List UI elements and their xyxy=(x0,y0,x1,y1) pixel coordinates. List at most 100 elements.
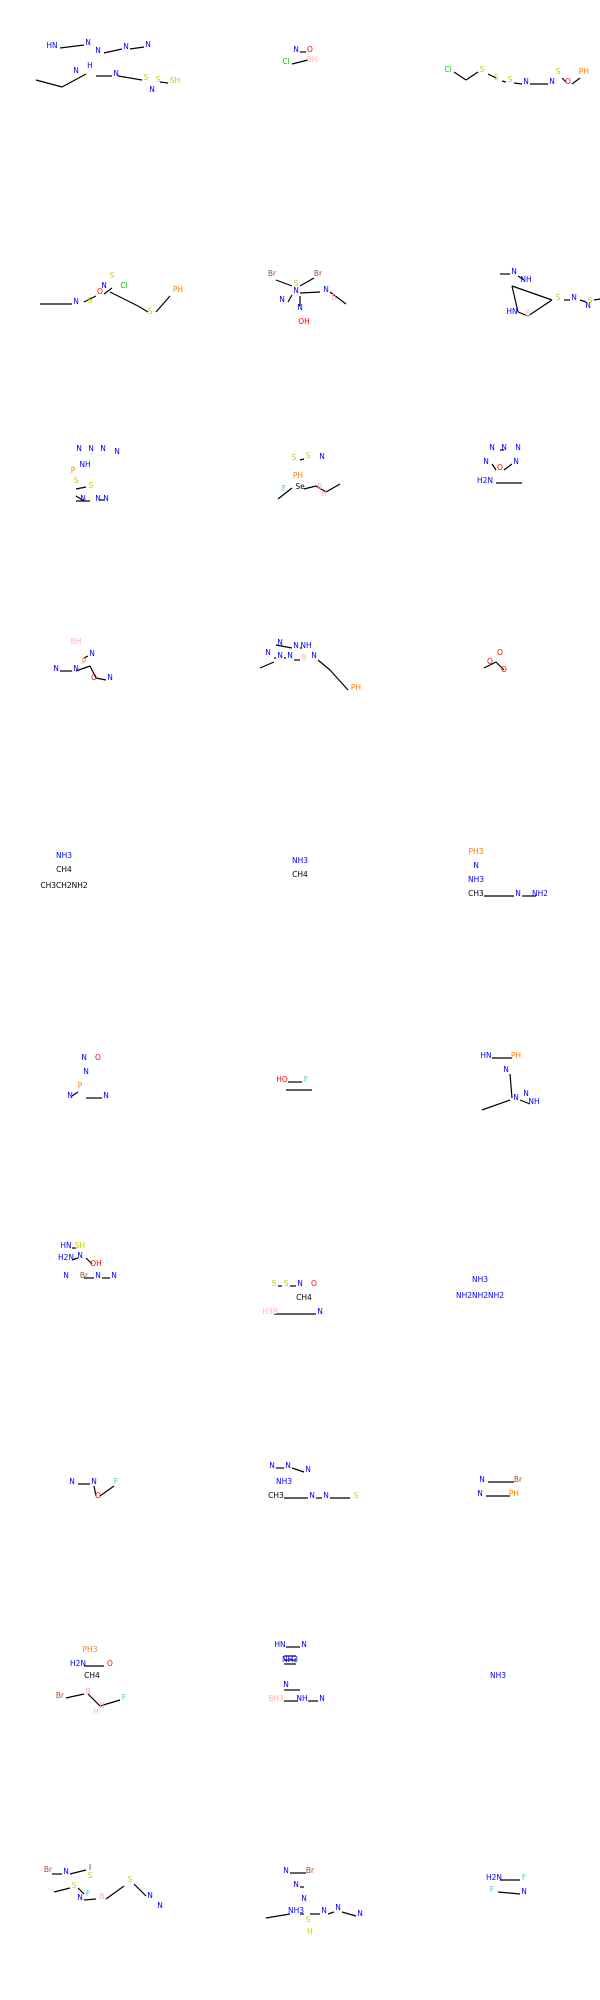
bond-line xyxy=(93,1485,97,1497)
atom-label: O xyxy=(97,287,103,296)
atom-label: F xyxy=(114,1477,118,1486)
molecule-27: NH3 xyxy=(400,1600,600,1800)
atom-label: N xyxy=(283,1680,289,1689)
atom-label: P xyxy=(71,466,76,475)
bond-line xyxy=(517,275,525,281)
atom-label: S xyxy=(110,271,115,280)
atom-label: OH xyxy=(90,1259,102,1268)
bond-line xyxy=(497,1891,521,1895)
atom-label: B xyxy=(525,309,530,318)
atom-label: S xyxy=(89,481,94,490)
atom-label: N xyxy=(511,267,517,276)
atom-label: N xyxy=(285,1461,291,1470)
bond-line xyxy=(593,298,600,301)
molecule-structure: PH3 H2N O CH4 B Br B F H xyxy=(56,1645,126,1716)
atom-label: N xyxy=(317,1307,323,1316)
atom-label: PH xyxy=(511,1051,521,1060)
atom-label: N xyxy=(107,673,113,682)
atom-label: N xyxy=(95,46,101,55)
atom-label: S xyxy=(272,1279,277,1288)
atom-label: S xyxy=(294,279,299,288)
bond-line xyxy=(61,73,87,88)
molecule-20: S S N O CH4 H3B N xyxy=(200,1200,400,1400)
atom-label: NH xyxy=(528,1097,539,1106)
atom-label: S xyxy=(156,75,161,84)
bond-line xyxy=(517,311,529,317)
atom-label: N xyxy=(103,1091,109,1100)
atom-label: N xyxy=(515,443,521,452)
atom-label: N xyxy=(571,293,577,302)
bond-line xyxy=(59,44,85,49)
atom-label: NH2 xyxy=(532,889,548,898)
bond-line xyxy=(133,1883,147,1897)
molecule-structure: N Br N PH xyxy=(477,1475,523,1498)
atom-label: BH3 xyxy=(268,1694,284,1703)
atom-label: H3B xyxy=(262,1307,278,1316)
atom-label: F xyxy=(122,1693,126,1702)
atom-label: N xyxy=(269,1461,275,1470)
molecule-structure: N N NHN N N B NPH xyxy=(259,638,361,692)
atom-label: NH3 xyxy=(282,1655,298,1664)
molecule-structure: H2N FF N xyxy=(486,1873,527,1896)
molecule-structure: N O Cl BH xyxy=(282,45,317,66)
atom-label: N xyxy=(113,69,119,78)
atom-label: N xyxy=(309,1491,315,1500)
atom-label: N xyxy=(149,85,155,94)
atom-label: N xyxy=(83,1067,89,1076)
atom-label: S xyxy=(74,476,79,485)
atom-label: N xyxy=(73,297,79,306)
atom-label: HN xyxy=(60,1241,71,1250)
atom-label: N xyxy=(301,1894,307,1903)
bond-line xyxy=(327,1911,335,1915)
atom-label: N xyxy=(77,1251,83,1260)
atom-label: B xyxy=(317,482,322,491)
bond-line xyxy=(99,1485,115,1497)
bond-line xyxy=(509,1073,513,1099)
bond-line xyxy=(137,305,149,313)
atom-label: O xyxy=(107,1659,113,1668)
atom-label: N xyxy=(69,1477,75,1486)
bond-line xyxy=(89,665,97,679)
atom-label: Br xyxy=(44,1865,53,1874)
bond-line xyxy=(503,463,513,471)
atom-label: H2N xyxy=(477,476,493,485)
bond-line xyxy=(277,487,293,500)
atom-label: Cl xyxy=(120,281,127,290)
bond-line xyxy=(155,295,171,313)
atom-label: B xyxy=(99,1892,104,1901)
atom-label: N xyxy=(335,1903,341,1912)
atom-label: S xyxy=(306,451,311,460)
atom-label: N xyxy=(293,286,299,295)
atom-label: O xyxy=(501,665,507,674)
bond-line xyxy=(303,485,317,490)
atom-label: Br xyxy=(306,1866,315,1875)
bond-line xyxy=(341,1911,357,1917)
atom-label: N xyxy=(323,285,329,294)
molecule-8: S S N PH F Se B H xyxy=(200,400,400,600)
bond-line xyxy=(53,1887,71,1893)
bond-line xyxy=(291,59,309,65)
atom-label: CH3CH2NH2 xyxy=(40,881,88,890)
molecule-5: Br S Br N N N N OH B xyxy=(200,200,400,400)
atom-label: N xyxy=(323,1491,329,1500)
atom-label: N xyxy=(473,861,479,870)
molecule-28: Br N I S F S N B S N N xyxy=(0,1800,200,2000)
atom-label: N xyxy=(523,1089,529,1098)
bond-line xyxy=(315,485,327,493)
atom-label: NH xyxy=(300,641,311,650)
bond-line xyxy=(487,73,497,79)
atom-label: N xyxy=(63,1867,69,1876)
molecule-11: N N NH N N N B N PH xyxy=(200,600,400,800)
molecule-17: HO F xyxy=(200,1000,400,1200)
bond-line xyxy=(75,486,87,490)
atom-label: N xyxy=(53,664,59,673)
atom-label: F xyxy=(522,1873,526,1882)
molecule-structure: HO F xyxy=(276,1075,312,1091)
atom-label: Cl xyxy=(282,57,289,66)
molecule-9: N N N N O N H2N xyxy=(400,400,600,600)
